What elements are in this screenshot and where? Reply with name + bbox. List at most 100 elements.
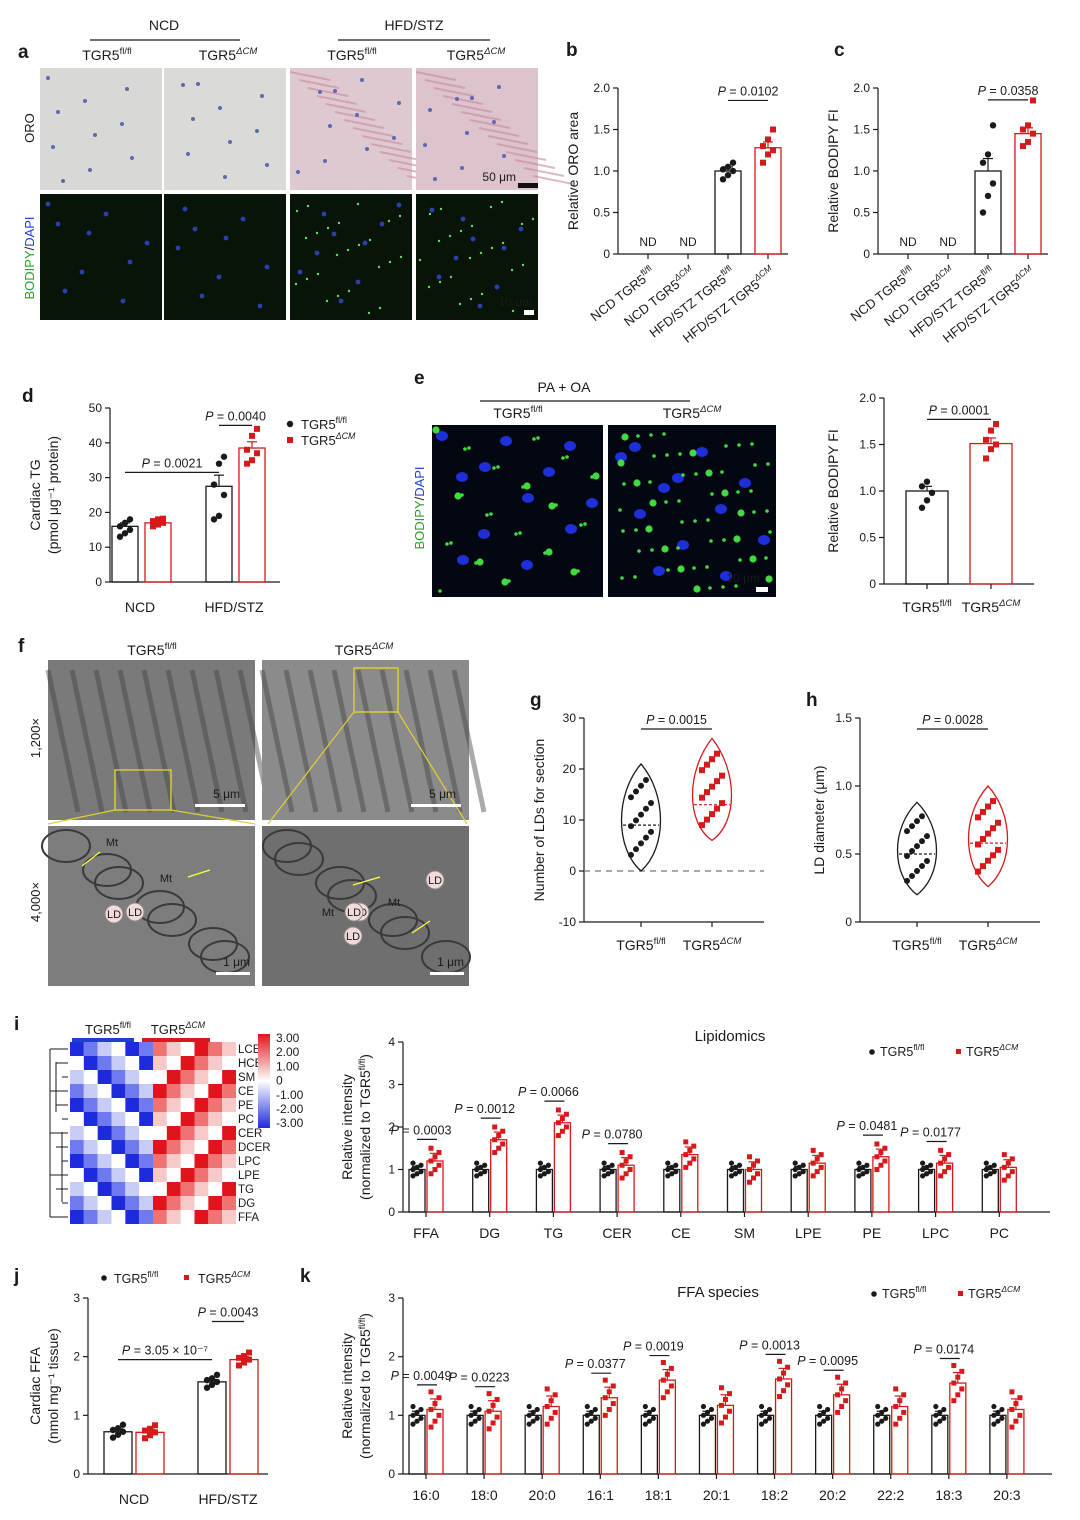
axis-h: 0 0.5 1.0 1.5 xyxy=(835,711,861,929)
data-point xyxy=(843,1398,849,1404)
data-point xyxy=(526,1403,532,1410)
data-point xyxy=(121,530,129,537)
col-label-fl: TGR5fl/fl xyxy=(493,404,543,421)
lipid-droplet xyxy=(648,480,652,484)
heatmap-cell xyxy=(97,1084,112,1098)
heatmap-cell xyxy=(208,1182,223,1196)
nucleus xyxy=(629,442,641,452)
annotation-arrow xyxy=(352,876,381,886)
data-point xyxy=(633,817,639,824)
tick-label: 1.5 xyxy=(859,438,876,452)
data-point xyxy=(781,1388,787,1394)
tick-label: 0 xyxy=(95,575,102,589)
data-point xyxy=(160,519,166,526)
nucleus xyxy=(456,472,468,482)
data-point xyxy=(937,1409,943,1415)
data-point xyxy=(946,1164,952,1170)
data-point xyxy=(755,1158,760,1164)
p-value-label: P = 0.0049 xyxy=(391,1369,452,1383)
data-point xyxy=(1017,1412,1023,1418)
nucleus xyxy=(318,90,322,94)
y-axis-label: Cardiac FFA xyxy=(27,1346,43,1424)
data-point xyxy=(724,163,732,171)
label-base: TGR5 xyxy=(968,1287,1001,1301)
heatmap-cell xyxy=(125,1112,140,1126)
data-point xyxy=(785,1382,791,1388)
data-point xyxy=(984,151,992,158)
data-point xyxy=(989,122,997,129)
heatmap-cell xyxy=(125,1154,140,1168)
axis-b: 0 0.5 1.0 1.5 2.0 xyxy=(593,81,619,261)
data-point xyxy=(121,519,129,527)
tick-label: 1 xyxy=(388,1408,395,1422)
data-point xyxy=(414,1418,420,1424)
data-point xyxy=(699,767,705,774)
data-point xyxy=(928,1169,934,1175)
nucleus xyxy=(257,303,263,309)
lipid-droplet xyxy=(621,433,629,441)
data-point xyxy=(941,1406,947,1413)
data-point xyxy=(980,863,986,870)
label-base: TGR5 xyxy=(962,599,1000,615)
label-base: TGR5 xyxy=(301,433,336,448)
lipid-droplet xyxy=(633,479,641,487)
data-point xyxy=(924,1171,930,1177)
nucleus xyxy=(677,540,689,550)
heatmap-cell xyxy=(70,1140,84,1154)
data-point xyxy=(777,1358,783,1364)
tick-label: 10 xyxy=(563,813,577,827)
lipid-droplet xyxy=(346,248,350,252)
data-point xyxy=(919,838,925,845)
data-point xyxy=(864,1162,870,1168)
mitochondrion xyxy=(188,927,238,961)
legend-marker-fl xyxy=(286,420,294,428)
tick-label: 0 xyxy=(73,1467,80,1481)
panel-letter: k xyxy=(300,1266,311,1287)
heatmap-cell xyxy=(180,1126,195,1140)
data-point xyxy=(210,516,218,523)
data-point xyxy=(610,1401,616,1407)
lipid-droplet xyxy=(536,436,540,440)
heatmap-cell xyxy=(166,1070,181,1084)
lipid-droplet xyxy=(521,263,525,267)
row-label-bodipy: BODIPY/DAPI xyxy=(22,216,37,299)
scale-bar-label: 50 μm xyxy=(482,170,516,184)
heatmap-cell xyxy=(153,1140,167,1154)
data-point xyxy=(1001,1152,1007,1158)
x-category-label: NCD xyxy=(119,1491,149,1507)
nucleus xyxy=(396,202,402,208)
lipid-droplet xyxy=(554,503,558,507)
data-point xyxy=(474,1166,480,1173)
data-point xyxy=(683,1164,689,1170)
data-point xyxy=(474,1160,480,1166)
myofibril xyxy=(213,669,249,813)
heatmap-cell xyxy=(222,1140,236,1154)
data-point xyxy=(673,1169,679,1175)
data-point xyxy=(602,1395,608,1401)
lipid-droplet xyxy=(676,546,680,550)
data-point xyxy=(236,1354,242,1361)
data-point xyxy=(150,523,156,530)
heatmap-cell xyxy=(97,1070,112,1084)
data-point xyxy=(704,1409,711,1415)
heatmap-cell xyxy=(125,1042,140,1056)
lipid-droplet xyxy=(460,493,464,497)
lipid-droplet xyxy=(548,502,556,510)
lipid-droplet xyxy=(399,255,403,259)
nucleus xyxy=(328,124,332,128)
data-point xyxy=(924,858,930,865)
nucleus xyxy=(500,436,512,446)
lipid-droplet xyxy=(650,548,654,552)
myofibril xyxy=(283,669,319,813)
data-point xyxy=(687,1147,693,1153)
data-point xyxy=(410,1160,416,1166)
data-point xyxy=(605,1171,611,1177)
nucleus xyxy=(501,245,507,251)
mitochondrion xyxy=(262,829,312,863)
lipid-droplet xyxy=(448,234,452,238)
p-value: = 0.0015 xyxy=(654,713,707,727)
x-category-label: PE xyxy=(863,1225,882,1241)
p-value-label: P = 0.0001 xyxy=(929,403,990,417)
y-axis-label: (pmol μg⁻¹ protein) xyxy=(45,436,61,554)
data-point xyxy=(436,1162,442,1168)
